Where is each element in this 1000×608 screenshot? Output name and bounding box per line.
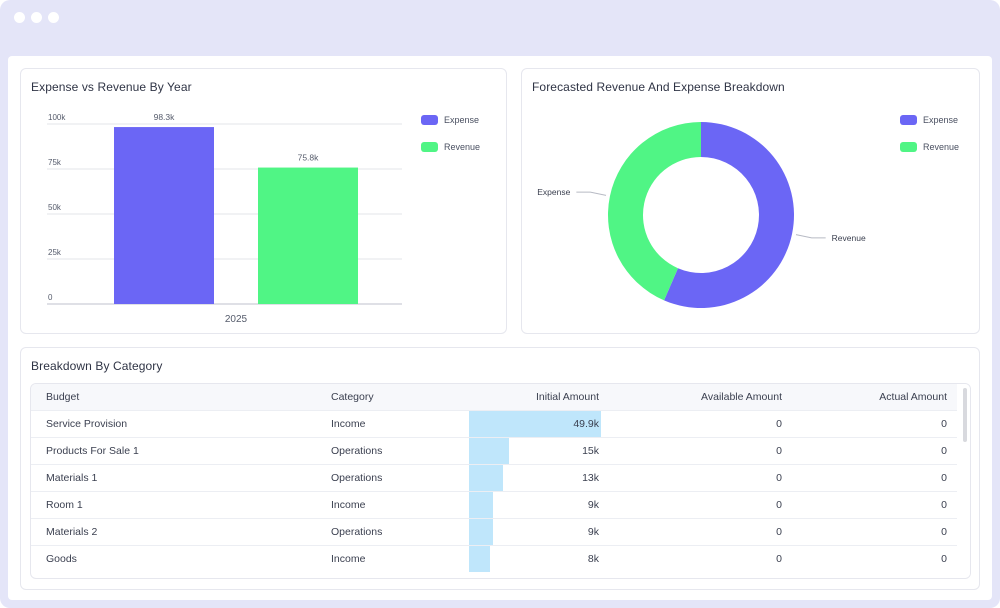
- cell-budget: Room 1: [46, 499, 83, 511]
- table-header: Budget Category Initial Amount Available…: [31, 384, 957, 410]
- cell-category: Income: [331, 418, 366, 430]
- slice-leader-line: [576, 191, 607, 196]
- cell-actual-amount: 0: [941, 418, 947, 430]
- legend-swatch-expense: [421, 115, 438, 125]
- dashboard: Expense vs Revenue By Year 0 25k 50k 75k 100…: [8, 56, 992, 600]
- y-tick-label: 50k: [48, 203, 62, 212]
- legend-swatch-revenue: [900, 142, 917, 152]
- cell-actual-amount: 0: [941, 526, 947, 538]
- cell-available-amount: 0: [776, 472, 782, 484]
- scrollbar-thumb[interactable]: [963, 388, 967, 442]
- cell-category: Income: [331, 499, 366, 511]
- donut-chart-card: Forecasted Revenue And Expense Breakdown…: [521, 68, 980, 334]
- donut-chart-legend: Expense Revenue: [900, 114, 959, 168]
- legend-item-revenue[interactable]: Revenue: [900, 141, 959, 153]
- window-dot-icon[interactable]: [31, 12, 42, 23]
- legend-label: Expense: [444, 115, 480, 125]
- window-dot-icon[interactable]: [14, 12, 25, 23]
- table-row[interactable]: Service Provision Income 49.9k 0 0: [31, 410, 957, 437]
- x-tick-label: 2025: [225, 314, 248, 325]
- bar-chart-title: Expense vs Revenue By Year: [31, 80, 192, 94]
- table-row[interactable]: Products For Sale 1 Operations 15k 0 0: [31, 437, 957, 464]
- donut-slice-expense[interactable]: [608, 122, 701, 301]
- cell-category: Operations: [331, 472, 383, 484]
- data-label: 75.8k: [298, 153, 320, 163]
- legend-item-revenue[interactable]: Revenue: [421, 141, 480, 153]
- window-dot-icon[interactable]: [48, 12, 59, 23]
- category-table-card: Breakdown By Category Budget Category In…: [20, 347, 980, 590]
- donut-slice-revenue[interactable]: [664, 122, 794, 308]
- cell-initial-amount: 8k: [587, 553, 599, 565]
- slice-label: Revenue: [832, 233, 866, 243]
- table-row[interactable]: Materials 1 Operations 13k 0 0: [31, 464, 957, 491]
- cell-budget: Goods: [46, 553, 77, 565]
- category-table: Budget Category Initial Amount Available…: [30, 383, 971, 579]
- legend-label: Revenue: [444, 142, 481, 152]
- initial-amount-bar: [469, 519, 493, 545]
- y-tick-label: 75k: [48, 158, 62, 167]
- cell-available-amount: 0: [776, 553, 782, 565]
- bar-expense[interactable]: [114, 127, 214, 304]
- column-header-actual-amount[interactable]: Actual Amount: [879, 391, 947, 403]
- data-label: 98.3k: [154, 112, 176, 122]
- table-row[interactable]: Materials 2 Operations 9k 0 0: [31, 518, 957, 545]
- cell-initial-amount: 49.9k: [573, 418, 599, 430]
- cell-actual-amount: 0: [941, 553, 947, 565]
- cell-available-amount: 0: [776, 418, 782, 430]
- cell-category: Income: [331, 553, 366, 565]
- cell-actual-amount: 0: [941, 499, 947, 511]
- column-header-budget[interactable]: Budget: [46, 391, 80, 403]
- cell-initial-amount: 9k: [587, 526, 599, 538]
- cell-budget: Materials 1: [46, 472, 98, 484]
- initial-amount-bar: [469, 411, 601, 437]
- cell-category: Operations: [331, 445, 383, 457]
- initial-amount-bar: [469, 492, 493, 518]
- table-scrollbar[interactable]: [957, 384, 970, 578]
- y-tick-label: 0: [48, 293, 53, 302]
- legend-label: Revenue: [923, 142, 960, 152]
- column-header-initial-amount[interactable]: Initial Amount: [535, 391, 599, 403]
- bar-chart-legend: Expense Revenue: [421, 114, 480, 168]
- bar-chart: 0 25k 50k 75k 100k 98.3k 75.8k 2025: [47, 112, 402, 325]
- cell-initial-amount: 13k: [582, 472, 599, 484]
- cell-actual-amount: 0: [941, 445, 947, 457]
- bar-chart-card: Expense vs Revenue By Year 0 25k 50k 75k 100…: [20, 68, 507, 334]
- legend-label: Expense: [923, 115, 959, 125]
- legend-item-expense[interactable]: Expense: [421, 114, 480, 126]
- window-controls: [14, 12, 59, 23]
- cell-initial-amount: 15k: [582, 445, 599, 457]
- table-row[interactable]: Room 1 Income 9k 0 0: [31, 491, 957, 518]
- slice-label: Expense: [537, 187, 570, 197]
- legend-swatch-expense: [900, 115, 917, 125]
- cell-initial-amount: 9k: [587, 499, 599, 511]
- initial-amount-bar: [469, 438, 509, 464]
- table-row[interactable]: Goods Income 8k 0 0: [31, 545, 957, 572]
- cell-budget: Materials 2: [46, 526, 98, 538]
- bar-revenue[interactable]: [258, 167, 358, 304]
- cell-category: Operations: [331, 526, 383, 538]
- cell-budget: Products For Sale 1: [46, 445, 139, 457]
- legend-swatch-revenue: [421, 142, 438, 152]
- initial-amount-bar: [469, 465, 503, 491]
- cell-available-amount: 0: [776, 526, 782, 538]
- column-header-available-amount[interactable]: Available Amount: [701, 391, 782, 403]
- y-tick-label: 25k: [48, 248, 62, 257]
- slice-leader-line: [795, 234, 826, 239]
- cell-available-amount: 0: [776, 499, 782, 511]
- initial-amount-bar: [469, 546, 490, 572]
- y-tick-label: 100k: [48, 113, 66, 122]
- legend-item-expense[interactable]: Expense: [900, 114, 959, 126]
- column-header-category[interactable]: Category: [331, 391, 374, 403]
- cell-budget: Service Provision: [46, 418, 128, 430]
- table-title: Breakdown By Category: [31, 359, 163, 373]
- donut-chart-title: Forecasted Revenue And Expense Breakdown: [532, 80, 785, 94]
- cell-available-amount: 0: [776, 445, 782, 457]
- donut-chart: Revenue Expense: [537, 122, 866, 308]
- cell-actual-amount: 0: [941, 472, 947, 484]
